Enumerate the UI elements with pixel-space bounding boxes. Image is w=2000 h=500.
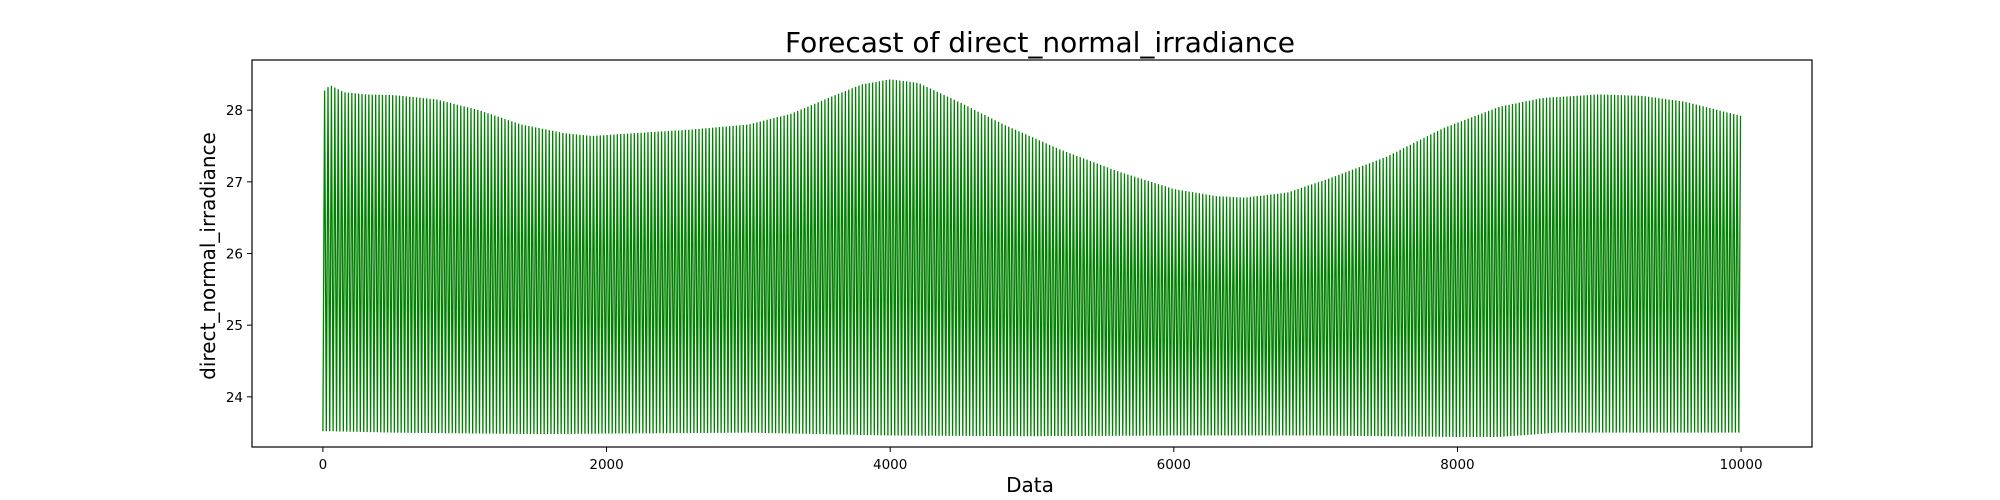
y-tick-label: 28 (226, 103, 243, 119)
x-tick-label: 6000 (1157, 457, 1191, 473)
x-axis-label: Data (1006, 473, 1054, 497)
series-line-0 (322, 79, 1742, 437)
y-tick-label: 26 (226, 247, 243, 263)
y-axis: 24 25 26 27 28 (226, 103, 252, 406)
y-tick-label: 25 (226, 318, 243, 334)
y-axis-label: direct_normal_irradiance (196, 132, 220, 380)
x-tick-label: 10000 (1720, 457, 1763, 473)
y-tick-label: 24 (226, 390, 243, 406)
x-tick-label: 2000 (589, 457, 623, 473)
x-tick-label: 4000 (873, 457, 907, 473)
x-axis: 0 2000 4000 6000 8000 10000 (319, 447, 1763, 473)
chart-title: Forecast of direct_normal_irradiance (785, 26, 1295, 59)
x-tick-label: 0 (319, 457, 328, 473)
x-tick-label: 8000 (1440, 457, 1474, 473)
y-tick-label: 27 (226, 175, 243, 191)
plot-area (322, 79, 1742, 437)
